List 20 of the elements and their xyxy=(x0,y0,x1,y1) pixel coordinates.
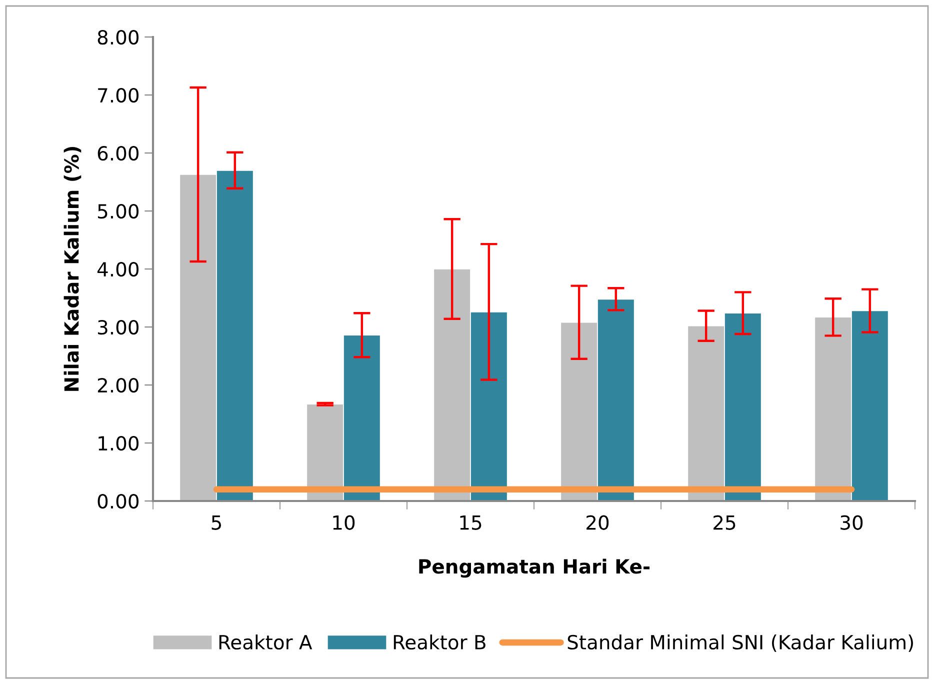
x-tick-label: 15 xyxy=(460,515,482,530)
x-tick-label: 5 xyxy=(212,515,221,530)
y-axis-title: Nilai Kadar Kalium (%) xyxy=(64,146,82,391)
y-tick-label: 7.00 xyxy=(98,88,139,103)
legend-label: Reaktor B xyxy=(394,634,486,650)
x-axis-title: Pengamatan Hari Ke- xyxy=(419,558,650,578)
y-tick-label: 3.00 xyxy=(98,320,139,335)
y-tick-label: 0.00 xyxy=(98,494,139,509)
x-tick-label: 20 xyxy=(586,515,609,530)
y-tick-label: 1.00 xyxy=(98,436,139,451)
y-tick-label: 2.00 xyxy=(98,378,139,393)
y-tick-label: 6.00 xyxy=(98,146,139,161)
y-tick-label: 5.00 xyxy=(98,204,139,219)
y-tick-label: 4.00 xyxy=(97,262,139,277)
legend-label: Reaktor A xyxy=(219,634,312,650)
x-tick-label: 30 xyxy=(840,515,863,530)
x-tick-label: 25 xyxy=(714,515,736,530)
x-tick-label: 10 xyxy=(333,515,355,530)
legend-label: Standar Minimal SNI (Kadar Kalium) xyxy=(568,634,913,652)
y-tick-label: 8.00 xyxy=(98,30,139,45)
